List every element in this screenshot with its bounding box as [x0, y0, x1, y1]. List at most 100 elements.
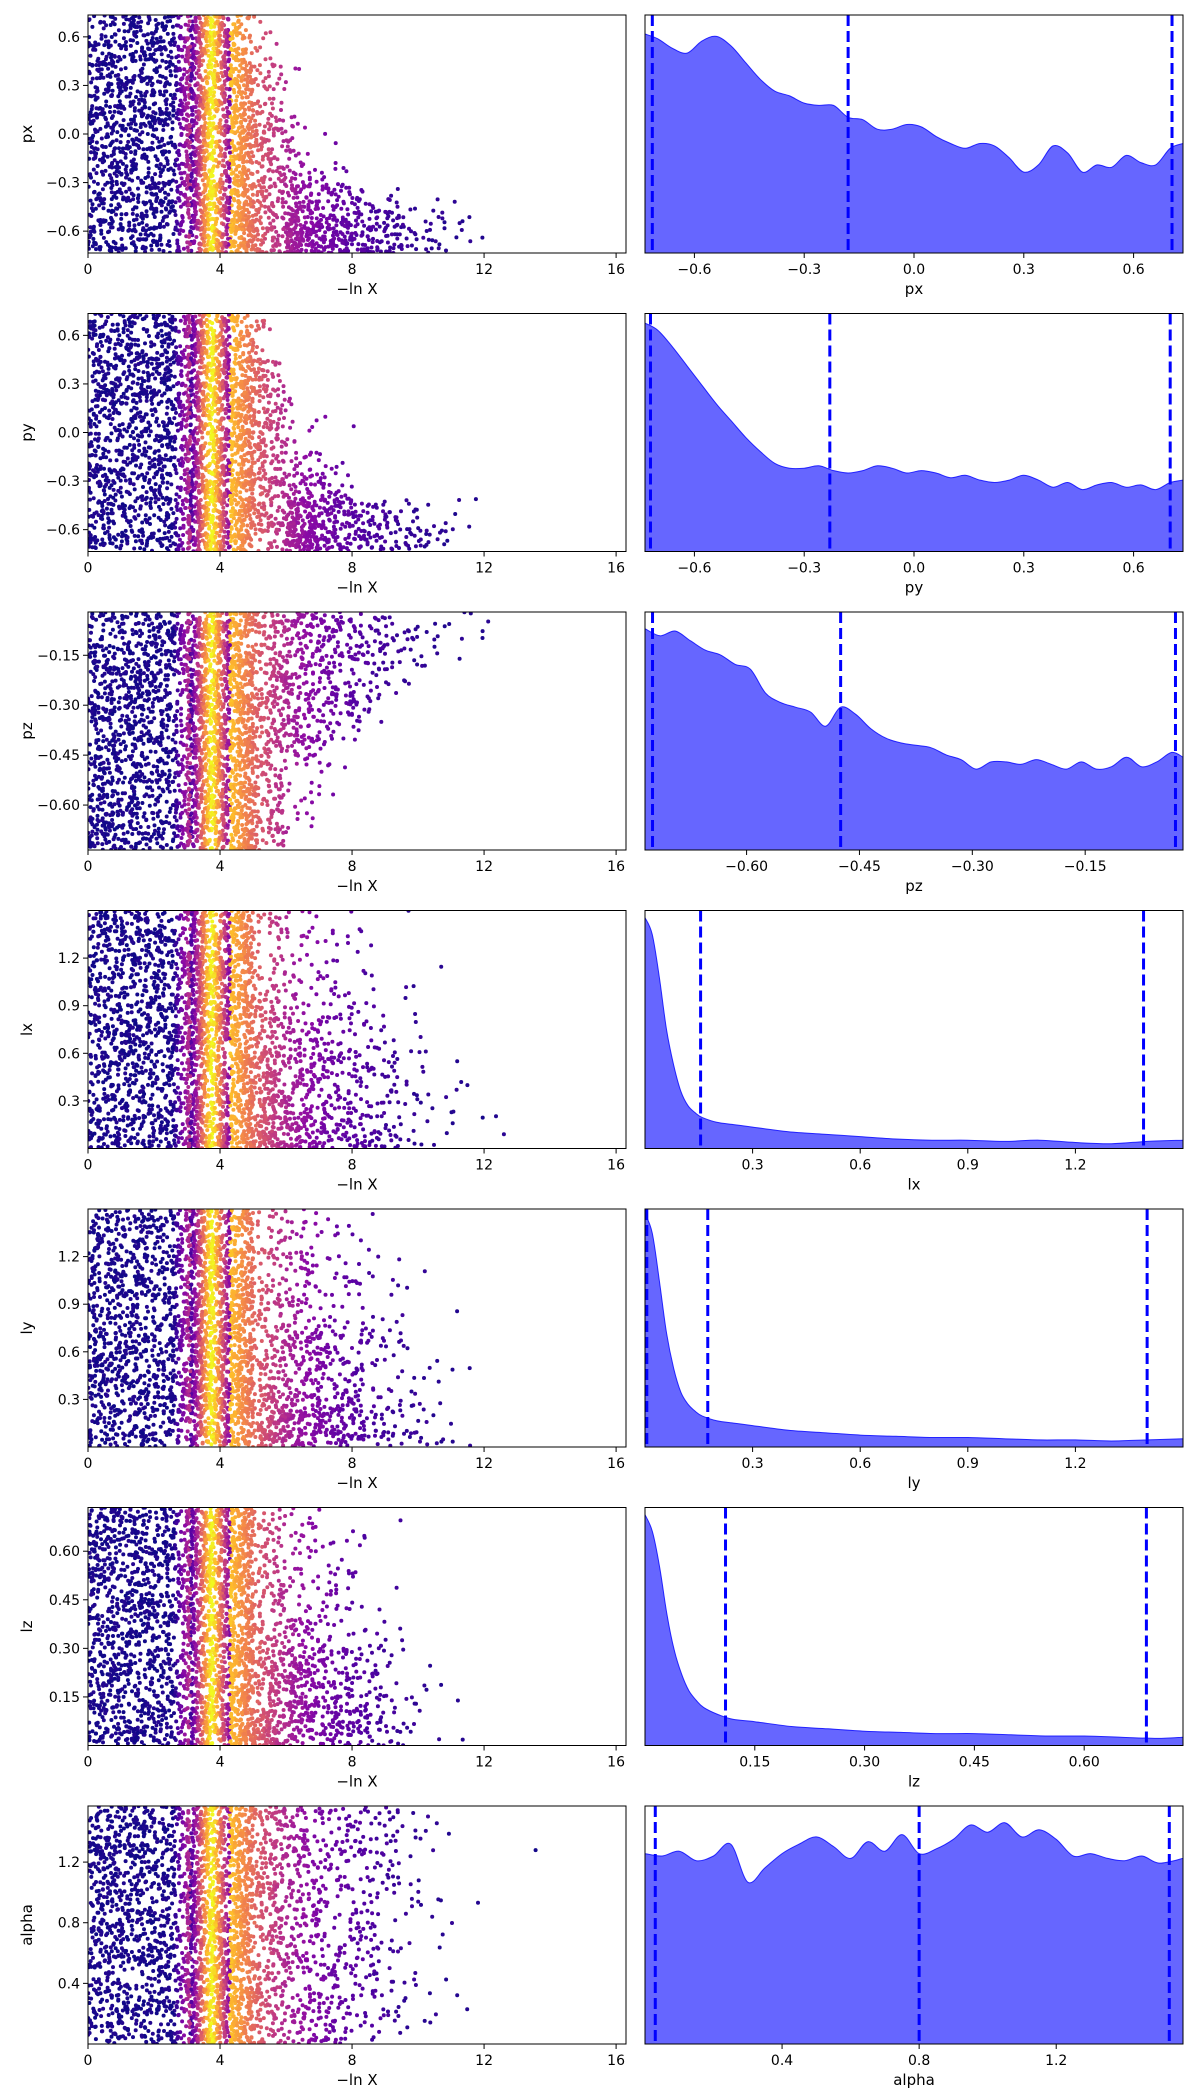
trace-point [295, 250, 300, 253]
trace-point [293, 153, 298, 158]
trace-point [212, 90, 217, 95]
trace-point [353, 509, 358, 514]
trace-point [426, 540, 431, 545]
trace-point [171, 208, 176, 213]
trace-point [339, 206, 344, 211]
trace-point [190, 159, 195, 164]
trace-point [144, 223, 149, 228]
trace-point [215, 52, 220, 57]
trace-point [236, 126, 241, 130]
trace-point [158, 89, 162, 94]
trace-point [207, 39, 212, 44]
trace-point [244, 488, 249, 493]
trace-point [197, 73, 202, 78]
trace-point [201, 15, 206, 18]
trace-point [118, 222, 123, 227]
trace-point [247, 142, 252, 147]
trace-point [167, 182, 172, 187]
trace-point [250, 125, 255, 130]
trace-point [394, 200, 399, 205]
trace-point [244, 63, 249, 68]
trace-point [224, 337, 229, 342]
trace-point [153, 172, 158, 177]
trace-point [100, 144, 105, 148]
trace-point [200, 53, 205, 58]
trace-point [185, 15, 190, 19]
trace-point [302, 204, 307, 209]
trace-point [432, 524, 436, 529]
trace-point [150, 548, 154, 552]
trace-point [205, 211, 209, 216]
trace-point [270, 476, 275, 480]
trace-point [340, 217, 345, 222]
trace-point [217, 15, 222, 20]
trace-point [261, 233, 266, 238]
trace-point [209, 156, 214, 161]
trace-point [224, 142, 229, 147]
trace-point [294, 201, 298, 206]
trace-point [129, 150, 133, 155]
trace-point [220, 250, 225, 253]
trace-point [100, 160, 105, 165]
trace-point [189, 152, 193, 157]
trace-point [249, 150, 254, 155]
trace-point [243, 118, 248, 123]
trace-point [202, 229, 207, 234]
trace-point [314, 450, 319, 455]
trace-point [206, 71, 211, 76]
trace-point [252, 15, 257, 19]
trace-point [233, 120, 238, 125]
trace-point [299, 234, 304, 239]
trace-point [88, 240, 91, 244]
trace-point [201, 138, 206, 143]
trace-point [298, 481, 303, 486]
trace-point [150, 140, 155, 145]
trace-point [88, 229, 93, 234]
trace-point [286, 139, 291, 144]
trace-point [92, 15, 97, 19]
trace-point [107, 533, 112, 538]
trace-point [193, 18, 198, 23]
trace-point [217, 121, 222, 126]
trace-point [115, 166, 120, 171]
trace-point [101, 235, 106, 240]
trace-point [187, 83, 192, 88]
trace-point [263, 210, 268, 215]
trace-point [235, 191, 240, 196]
trace-point [181, 193, 186, 197]
trace-point [237, 106, 242, 111]
trace-point [149, 56, 154, 61]
trace-point [210, 105, 215, 110]
trace-point [99, 228, 104, 233]
trace-point [231, 42, 236, 47]
trace-point [287, 193, 291, 198]
trace-point [144, 490, 149, 495]
trace-point [88, 69, 91, 74]
trace-point [385, 240, 390, 245]
trace-point [128, 460, 133, 465]
trace-point [335, 198, 340, 203]
trace-point [171, 31, 176, 36]
trace-point [151, 366, 156, 371]
trace-point [243, 213, 248, 218]
trace-point [242, 154, 246, 159]
trace-point [183, 183, 187, 187]
trace-point [95, 115, 99, 120]
trace-point [110, 58, 114, 63]
trace-point [228, 69, 233, 74]
trace-point [288, 179, 293, 184]
trace-point [287, 148, 292, 153]
trace-point [281, 384, 286, 389]
trace-point [90, 76, 95, 81]
trace-point [217, 160, 222, 165]
trace-point [197, 60, 202, 65]
trace-point [124, 47, 128, 52]
trace-point [229, 526, 234, 531]
trace-point [164, 106, 169, 111]
trace-point [146, 159, 151, 164]
trace-point [293, 219, 297, 224]
trace-point [168, 543, 173, 548]
trace-point [440, 216, 445, 221]
trace-point [247, 214, 252, 219]
trace-point [247, 513, 252, 518]
